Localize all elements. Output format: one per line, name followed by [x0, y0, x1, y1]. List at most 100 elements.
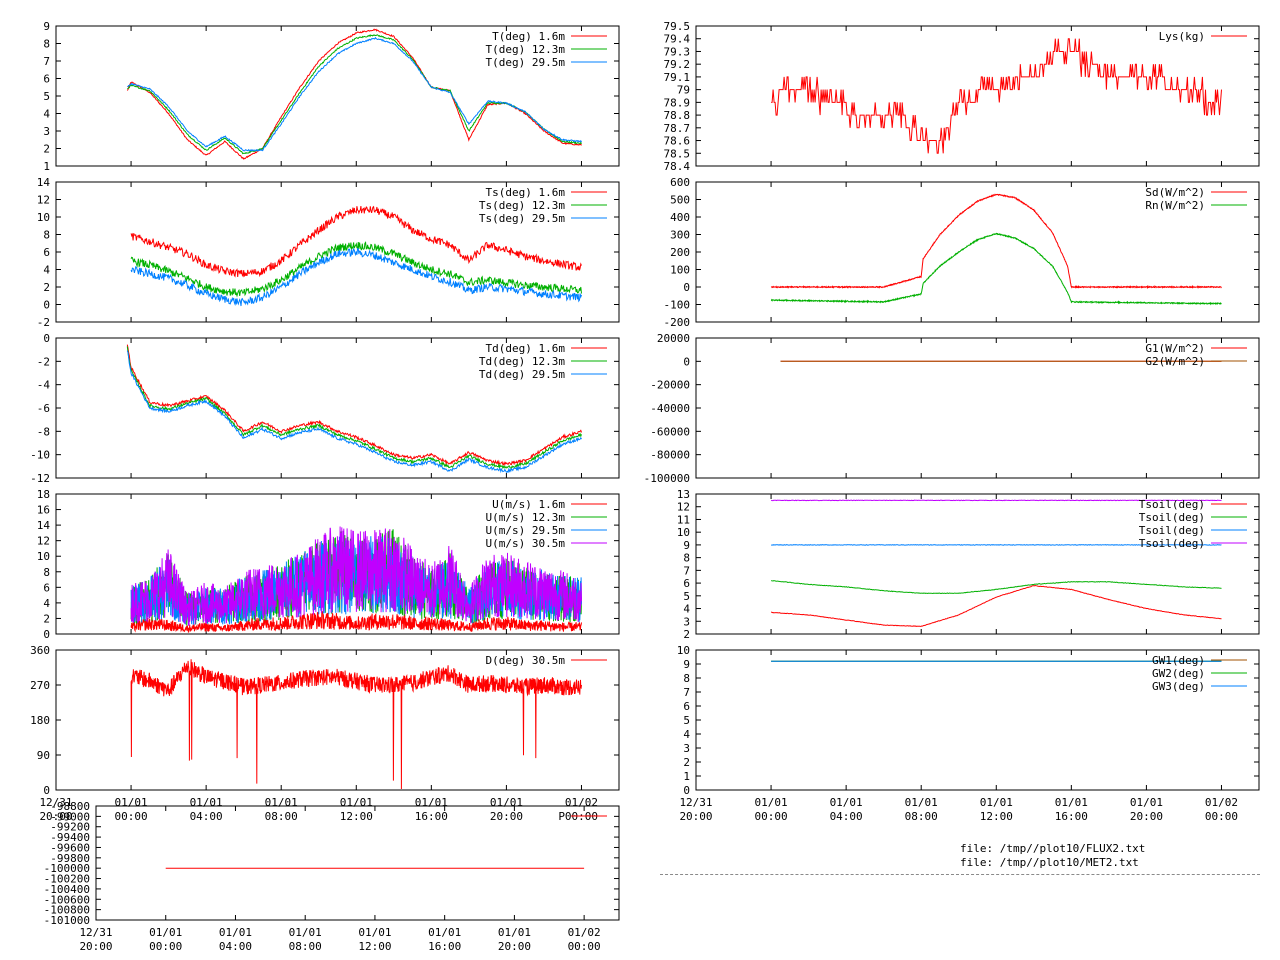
x-tick-label-time: 00:00	[1205, 810, 1238, 823]
y-tick-label: 10	[37, 211, 50, 224]
series-line	[771, 38, 1222, 154]
y-tick-label: 8	[43, 229, 50, 242]
y-tick-label: -99200	[50, 821, 90, 834]
series-line	[130, 610, 582, 633]
legend-label: Td(deg) 29.5m	[479, 368, 565, 381]
series-line	[127, 36, 582, 152]
y-tick-label: -99600	[50, 841, 90, 854]
y-tick-label: 2	[43, 612, 50, 625]
y-tick-label: 200	[670, 246, 690, 259]
y-tick-label: -4	[37, 379, 51, 392]
legend-label: Td(deg) 12.3m	[479, 355, 565, 368]
legend-label: Tsoil(deg)	[1139, 524, 1205, 537]
legend-label: Ts(deg) 29.5m	[479, 212, 565, 225]
legend-label: T(deg) 12.3m	[486, 43, 566, 56]
y-tick-label: 4	[43, 108, 50, 121]
y-tick-label: 79.4	[664, 33, 691, 46]
y-tick-label: 3	[683, 615, 690, 628]
legend-label: T(deg) 1.6m	[492, 30, 565, 43]
x-tick-label-date: 12/31	[679, 796, 712, 809]
x-tick-label-time: 04:00	[219, 940, 252, 953]
y-tick-label: 78.6	[664, 135, 691, 148]
series-line	[126, 350, 582, 474]
y-tick-label: 20000	[657, 332, 690, 345]
x-tick-label-date: 12/31	[79, 926, 112, 939]
y-tick-label: 7	[683, 564, 690, 577]
y-tick-label: 400	[670, 211, 690, 224]
y-tick-label: 2	[43, 281, 50, 294]
y-tick-label: 4	[43, 597, 50, 610]
y-tick-label: -12	[30, 472, 50, 485]
x-tick-label-time: 16:00	[428, 940, 461, 953]
panel-tsoil: 2345678910111213Tsoil(deg)Tsoil(deg)Tsoi…	[677, 488, 1260, 641]
y-tick-label: 3	[43, 125, 50, 138]
y-tick-label: 12	[677, 501, 690, 514]
y-tick-label: 9	[683, 658, 690, 671]
legend-label: Tsoil(deg)	[1139, 511, 1205, 524]
plot-frame	[695, 493, 1260, 635]
y-tick-label: -10	[30, 449, 50, 462]
legend-label: Td(deg) 1.6m	[486, 342, 566, 355]
panel-rad: -200 -100 0 100 200 300 400 500 600 Sd(W/m^2)Rn(W…	[664, 176, 1260, 329]
x-tick-label-date: 01/01	[1130, 796, 1163, 809]
x-tick-label-date: 01/01	[265, 796, 298, 809]
x-tick-label-date: 12/31	[39, 796, 72, 809]
y-tick-label: 0	[43, 628, 50, 641]
x-tick-label-date: 01/01	[1055, 796, 1088, 809]
x-tick-label-date: 01/01	[219, 926, 252, 939]
y-tick-label: 500	[670, 194, 690, 207]
y-tick-label: 8	[43, 38, 50, 51]
y-tick-label: 2	[43, 143, 50, 156]
y-tick-label: 1	[43, 160, 50, 173]
x-tick-label-date: 01/01	[340, 796, 373, 809]
series-line	[126, 346, 582, 470]
legend-label: U(m/s) 30.5m	[486, 537, 566, 550]
legend-label: G1(W/m^2)	[1145, 342, 1205, 355]
y-tick-label: 0	[683, 784, 690, 797]
series-line	[770, 193, 1222, 290]
x-tick-label-date: 01/01	[358, 926, 391, 939]
series-line	[771, 584, 1222, 627]
y-tick-label: 8	[683, 672, 690, 685]
x-tick-label-date: 01/02	[565, 796, 598, 809]
legend-label: GW3(deg)	[1152, 680, 1205, 693]
y-tick-label: 78.4	[664, 160, 691, 173]
x-tick-label-date: 01/02	[1205, 796, 1238, 809]
y-tick-label: -200	[664, 316, 691, 329]
y-tick-label: 16	[37, 504, 50, 517]
series-line	[126, 344, 582, 467]
y-tick-label: 10	[37, 550, 50, 563]
y-tick-label: -100800	[44, 904, 90, 917]
series-line	[771, 544, 1222, 546]
legend-label: P	[558, 810, 565, 823]
x-tick-label-time: 04:00	[830, 810, 863, 823]
y-tick-label: -101000	[44, 914, 90, 927]
y-tick-label: -80000	[650, 449, 690, 462]
y-tick-label: 7	[683, 686, 690, 699]
y-tick-label: 5	[43, 90, 50, 103]
legend-label: Lys(kg)	[1159, 30, 1205, 43]
series-line	[130, 526, 582, 626]
legend-label: U(m/s) 12.3m	[486, 511, 566, 524]
plot-frame	[95, 805, 620, 921]
x-tick-label-date: 01/01	[289, 926, 322, 939]
panel-pres: -101000-100800-100600-100400-100200-1000…	[44, 800, 620, 953]
x-tick-label-time: 20:00	[1130, 810, 1163, 823]
y-tick-label: 6	[43, 73, 50, 86]
legend-label: GW2(deg)	[1152, 667, 1205, 680]
y-tick-label: 5	[683, 590, 690, 603]
y-tick-label: 360	[30, 644, 50, 657]
y-tick-label: 270	[30, 679, 50, 692]
y-tick-label: 79	[677, 84, 690, 97]
y-tick-label: 79.2	[664, 58, 691, 71]
x-tick-label-time: 04:00	[190, 810, 223, 823]
panel-temp: 1 2 3 4 5 6 7 8 9 T(deg) 1.6mT(deg) 12.3mT(deg) 2…	[43, 20, 620, 173]
x-tick-label-date: 01/01	[498, 926, 531, 939]
legend-label: Rn(W/m^2)	[1145, 199, 1205, 212]
y-tick-label: 4	[683, 728, 690, 741]
y-tick-label: 12	[37, 194, 50, 207]
panel-dir: 09018027036012/3120:0001/0100:0001/0104:…	[30, 644, 620, 823]
x-tick-label-date: 01/01	[115, 796, 148, 809]
